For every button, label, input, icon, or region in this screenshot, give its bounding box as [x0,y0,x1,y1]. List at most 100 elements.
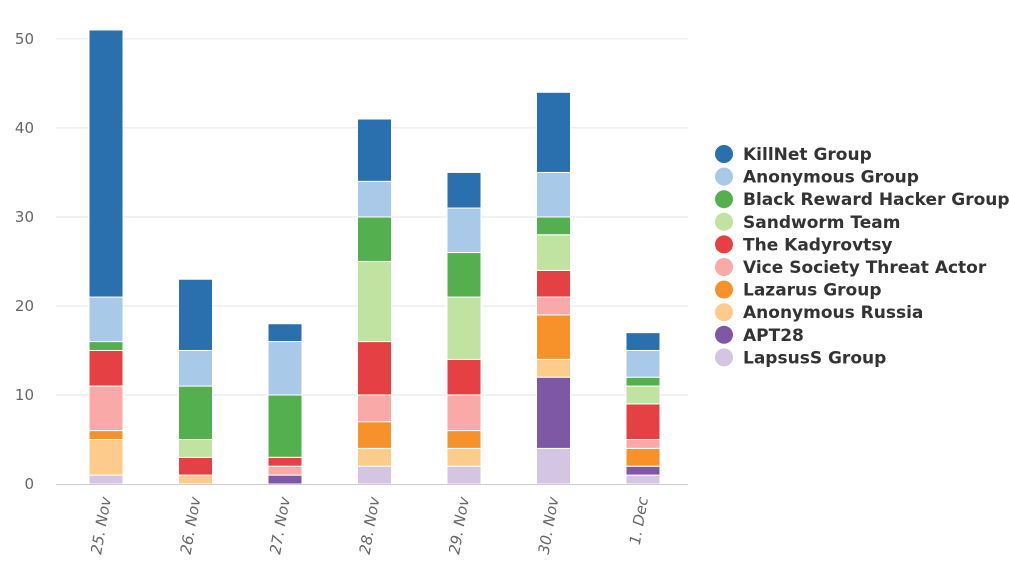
y-tick-label: 30 [15,208,34,226]
legend-label: Lazarus Group [743,281,881,301]
y-tick-label: 40 [15,119,34,137]
legend-marker [715,145,733,163]
bar-stack [446,171,482,485]
y-axis-ticks: 0 10 20 30 40 50 [15,30,34,493]
legend-item[interactable]: KillNet Group [715,145,872,165]
bar-segment [178,385,213,440]
bar-segment [446,358,482,396]
bar-segment [267,456,303,467]
y-tick-label: 0 [24,475,34,493]
legend-item[interactable]: Anonymous Russia [715,303,923,323]
bar-stack [88,29,124,485]
legend-marker [715,348,733,367]
bar-segment [536,376,571,449]
bar-segment [267,465,303,476]
bar-segment [625,385,661,405]
x-tick-label: 25. Nov [87,494,115,555]
bar-segment [536,234,571,271]
bar-segment [267,341,303,396]
legend-item[interactable]: LapsusS Group [715,348,886,368]
bar-segment [88,474,124,485]
bar-segment [357,216,392,262]
bar-segment [267,394,303,458]
bar-segment [446,252,482,298]
bar-segment [536,314,571,360]
legend-marker [715,325,733,344]
bar-segment [625,438,661,449]
bar-stack [267,323,303,485]
bar-stack [625,332,661,485]
x-tick-label: 30. Nov [535,494,563,555]
bar-segment [357,118,392,182]
bar-segment [446,430,482,449]
legend-item[interactable]: Lazarus Group [715,280,881,301]
bar-segment [625,403,661,440]
legend-marker [715,280,733,299]
bar-segment [88,385,124,432]
bar-segment [178,349,213,387]
bar-segment [536,171,571,218]
bar-segment [357,394,392,423]
bar-segment [88,29,124,298]
legend-marker [715,212,733,231]
x-tick-label: 29. Nov [445,494,473,555]
legend-label: The Kadyrovtsy [743,235,893,255]
x-tick-label: 28. Nov [356,494,384,555]
bar-segment [536,216,571,236]
bar-segment [536,91,571,173]
bar-segment [446,207,482,254]
bar-segment [536,358,571,378]
bar-stack [178,278,213,485]
bar-segment [357,447,392,467]
bar-segment [536,447,571,485]
y-tick-label: 20 [15,297,34,315]
bar-segment [357,180,392,218]
legend-label: LapsusS Group [743,348,886,368]
legend-label: Black Reward Hacker Group [743,190,1009,210]
bar-segment [625,474,661,485]
bar-segment [178,438,213,458]
bar-segment [357,465,392,485]
legend-label: Sandworm Team [743,213,900,233]
bar-segment [446,296,482,360]
bar-segment [267,474,303,485]
legend-item[interactable]: Sandworm Team [715,212,900,233]
bar-segment [88,341,124,351]
legend-item[interactable]: Black Reward Hacker Group [715,190,1009,210]
bar-segment [625,349,661,378]
bars [88,29,661,485]
bar-segment [88,349,124,387]
legend-label: Vice Society Threat Actor [743,258,987,278]
legend-item[interactable]: Vice Society Threat Actor [715,258,987,278]
bar-segment [357,260,392,343]
y-tick-label: 10 [15,386,34,404]
legend-item[interactable]: The Kadyrovtsy [715,235,893,255]
bar-segment [446,394,482,432]
legend-label: APT28 [743,326,804,346]
bar-segment [178,278,213,351]
bar-segment [88,430,124,440]
legend-marker [715,258,733,276]
bar-segment [178,474,213,485]
bar-segment [536,269,571,298]
bar-segment [625,332,661,351]
bar-segment [357,341,392,396]
bar-segment [88,296,124,343]
bar-segment [178,456,213,476]
x-tick-label: 27. Nov [266,494,294,555]
legend-label: KillNet Group [743,145,872,165]
bar-stack [536,91,571,485]
bar-segment [357,421,392,449]
legend-item[interactable]: Anonymous Group [715,167,919,188]
legend-marker [715,190,733,209]
bar-segment [625,465,661,476]
x-axis-ticks: 25. Nov 26. Nov 27. Nov 28. Nov 29. Nov 30. N… [87,494,652,555]
legend-marker [715,303,733,322]
bar-segment [446,171,482,209]
bar-segment [446,465,482,485]
bar-stack [357,118,392,485]
legend-item[interactable]: APT28 [715,325,804,346]
